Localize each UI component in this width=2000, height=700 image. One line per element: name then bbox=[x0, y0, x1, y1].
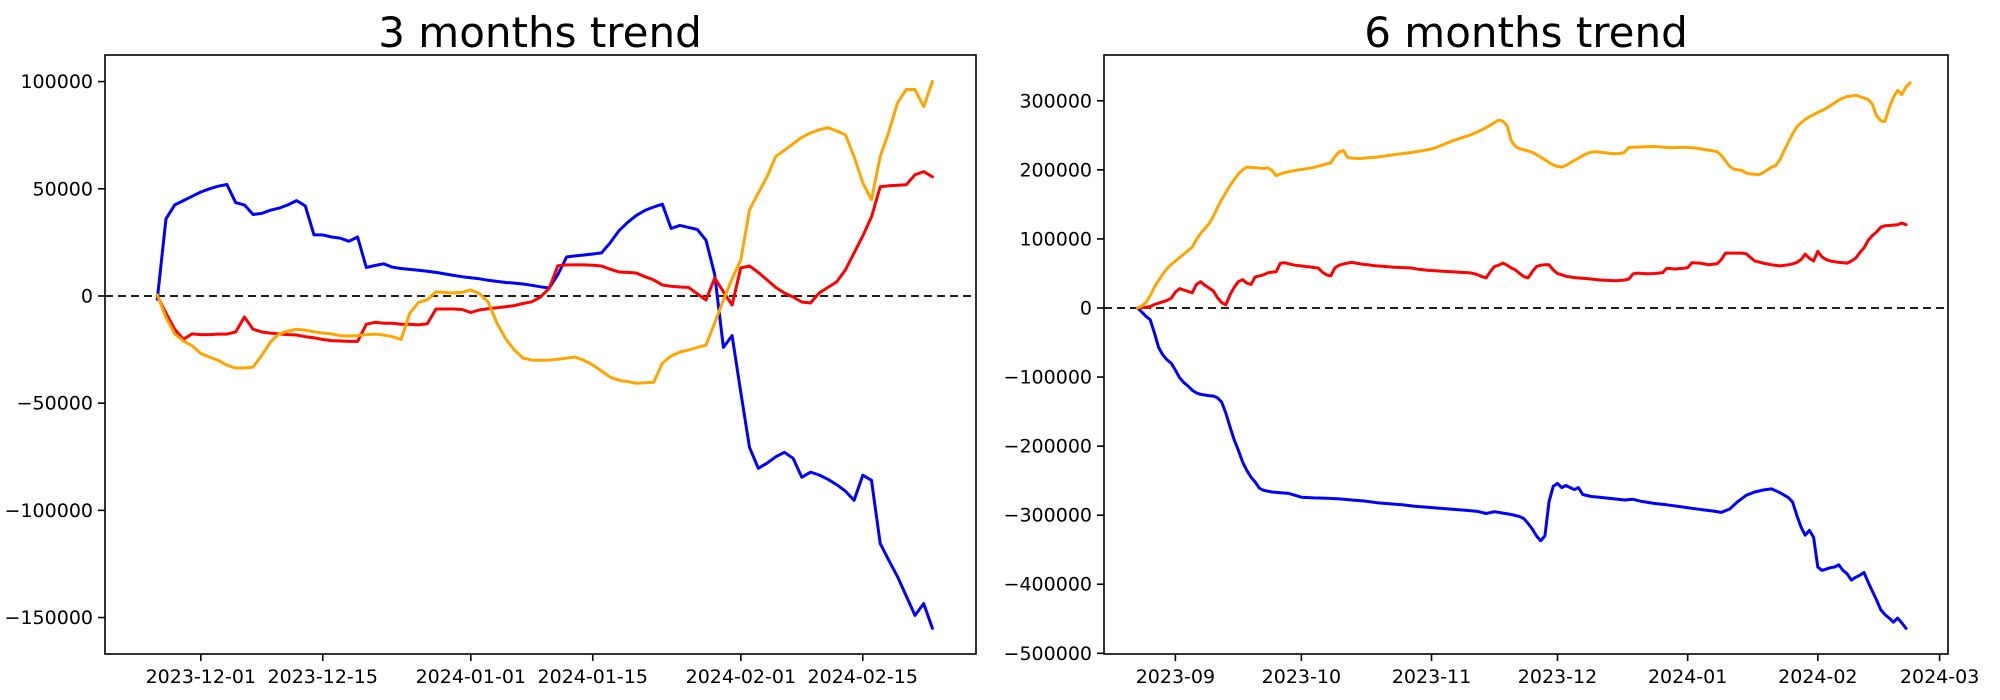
x-tick-label: 2023-11 bbox=[1392, 666, 1471, 688]
left-chart-title: 3 months trend bbox=[378, 8, 702, 57]
right-chart-title: 6 months trend bbox=[1364, 8, 1688, 57]
y-tick-label: −100000 bbox=[5, 500, 93, 522]
y-tick-label: 300000 bbox=[1019, 90, 1092, 112]
right-chart: 2023-09 2023-10 2023-11 2023-12 2024-01 2024-… bbox=[1004, 54, 1979, 688]
y-tick-label: −50000 bbox=[17, 393, 93, 415]
y-tick-label: −200000 bbox=[1004, 436, 1092, 458]
x-tick-label: 2023-10 bbox=[1262, 666, 1341, 688]
x-tick-label: 2024-01-01 bbox=[416, 666, 526, 688]
plot-border bbox=[1103, 54, 1949, 655]
x-tick-label: 2024-01-15 bbox=[538, 666, 648, 688]
y-tick-label: −400000 bbox=[1004, 574, 1092, 596]
x-tick-label: 2024-03 bbox=[1900, 666, 1979, 688]
x-tick-label: 2024-01 bbox=[1648, 666, 1727, 688]
y-tick-label: 0 bbox=[1080, 297, 1092, 319]
red-series-line bbox=[155, 170, 934, 343]
red-series-line bbox=[1136, 221, 1908, 310]
x-tick-label: 2024-02-01 bbox=[686, 666, 796, 688]
left-chart: 2023-12-01 2023-12-15 2024-01-01 2024-01-15… bbox=[5, 54, 977, 688]
y-tick-label: 100000 bbox=[20, 71, 93, 93]
y-tick-label: 200000 bbox=[1019, 159, 1092, 181]
x-tick-label: 2023-12-01 bbox=[146, 666, 256, 688]
y-tick-label: −300000 bbox=[1004, 505, 1092, 527]
orange-series-line bbox=[1136, 81, 1912, 310]
x-tick-label: 2023-12 bbox=[1518, 666, 1597, 688]
y-tick-label: 50000 bbox=[33, 178, 93, 200]
y-tick-label: 100000 bbox=[1019, 228, 1092, 250]
x-tick-label: 2024-02-15 bbox=[808, 666, 918, 688]
y-tick-label: −500000 bbox=[1004, 643, 1092, 665]
x-tick-label: 2023-09 bbox=[1136, 666, 1215, 688]
blue-series-line bbox=[1136, 306, 1908, 630]
blue-series-line bbox=[155, 183, 934, 630]
y-tick-label: −100000 bbox=[1004, 367, 1092, 389]
y-tick-label: 0 bbox=[81, 285, 93, 307]
x-tick-label: 2024-02 bbox=[1778, 666, 1857, 688]
orange-series-line bbox=[155, 80, 934, 385]
y-tick-label: −150000 bbox=[5, 607, 93, 629]
plot-border bbox=[104, 54, 977, 655]
x-tick-label: 2023-12-15 bbox=[268, 666, 378, 688]
